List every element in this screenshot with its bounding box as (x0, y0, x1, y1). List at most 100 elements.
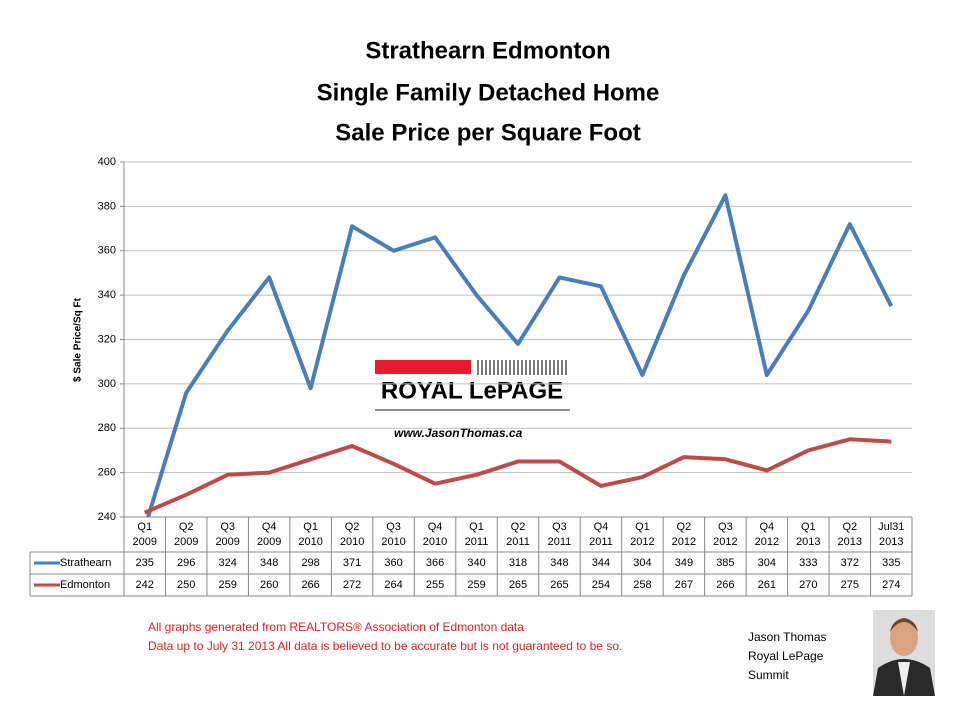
y-tick-label: 340 (98, 289, 116, 301)
data-label: 304 (758, 557, 776, 569)
y-tick-label: 280 (98, 422, 116, 434)
x-tick-label: Q3 (552, 521, 567, 533)
data-label: 333 (799, 557, 817, 569)
data-label: 349 (675, 557, 693, 569)
footnote: All graphs generated from REALTORS® Asso… (148, 620, 524, 634)
logo-barcode (477, 360, 567, 375)
x-tick-label: 2012 (713, 536, 737, 548)
chart-title: Strathearn Edmonton (365, 37, 610, 64)
data-label: 259 (467, 579, 485, 591)
x-tick-label: Q4 (262, 521, 277, 533)
data-label: 242 (136, 579, 154, 591)
data-label: 366 (426, 557, 444, 569)
x-tick-label: Q4 (759, 521, 774, 533)
data-label: 235 (136, 557, 154, 569)
y-tick-label: 400 (98, 156, 116, 168)
x-tick-label: Q3 (386, 521, 401, 533)
data-label: 296 (177, 557, 195, 569)
y-tick-label: 380 (98, 200, 116, 212)
y-tick-label: 300 (98, 378, 116, 390)
x-tick-label: 2011 (589, 536, 613, 548)
data-label: 272 (343, 579, 361, 591)
x-tick-label: Q3 (220, 521, 235, 533)
y-tick-label: 320 (98, 333, 116, 345)
data-label: 266 (301, 579, 319, 591)
data-label: 270 (799, 579, 817, 591)
data-label: 318 (509, 557, 527, 569)
x-tick-label: Q2 (345, 521, 360, 533)
x-tick-label: 2010 (423, 536, 447, 548)
author: Royal LePage (748, 649, 824, 663)
x-tick-label: 2013 (879, 536, 903, 548)
x-tick-label: 2011 (548, 536, 572, 548)
watermark: ROYAL LePAGE www.JasonThomas.ca (375, 360, 570, 440)
footnote: Data up to July 31 2013 All data is beli… (148, 639, 622, 653)
x-tick-label: 2012 (672, 536, 696, 548)
x-tick-label: Q1 (469, 521, 484, 533)
data-label: 260 (260, 579, 278, 591)
x-tick-label: 2010 (381, 536, 405, 548)
portrait (873, 610, 935, 696)
x-tick-label: Q2 (179, 521, 194, 533)
data-label: 259 (219, 579, 237, 591)
data-label: 304 (633, 557, 651, 569)
x-tick-label: 2011 (465, 536, 489, 548)
y-axis-label: $ Sale Price/Sq Ft (73, 297, 84, 382)
x-tick-label: 2009 (257, 536, 281, 548)
data-label: 360 (384, 557, 402, 569)
data-label: 250 (177, 579, 195, 591)
x-tick-label: Q2 (511, 521, 526, 533)
x-tick-label: 2013 (796, 536, 820, 548)
x-tick-label: Q2 (842, 521, 857, 533)
chart-title: Sale Price per Square Foot (335, 119, 640, 146)
data-label: 267 (675, 579, 693, 591)
line (143, 437, 892, 515)
data-label: 264 (384, 579, 402, 591)
data-label: 372 (841, 557, 859, 569)
x-tick-label: 2012 (630, 536, 654, 548)
data-label: 274 (882, 579, 900, 591)
x-tick-label: 2009 (132, 536, 156, 548)
y-tick-label: 260 (98, 467, 116, 479)
logo-url: www.JasonThomas.ca (394, 426, 523, 440)
data-label: 340 (467, 557, 485, 569)
x-tick-label: 2010 (298, 536, 322, 548)
x-tick-label: 2013 (838, 536, 862, 548)
x-tick-label: Q1 (801, 521, 816, 533)
author: Summit (748, 668, 789, 682)
x-tick-label: Q1 (137, 521, 152, 533)
data-label: 275 (841, 579, 859, 591)
legend-label: Edmonton (60, 579, 110, 591)
x-tick-label: 2009 (174, 536, 198, 548)
chart-title: Single Family Detached Home (317, 79, 660, 106)
data-label: 371 (343, 557, 361, 569)
legend-label: Strathearn (60, 557, 111, 569)
x-tick-label: Q1 (303, 521, 318, 533)
x-tick-label: Q2 (677, 521, 692, 533)
x-tick-label: Q1 (635, 521, 650, 533)
data-label: 344 (592, 557, 610, 569)
x-tick-label: Q3 (718, 521, 733, 533)
line (146, 193, 894, 517)
data-label: 258 (633, 579, 651, 591)
data-label: 348 (550, 557, 568, 569)
logo-brand: ROYAL LePAGE (381, 377, 563, 404)
x-tick-label: 2010 (340, 536, 364, 548)
y-tick-label: 360 (98, 245, 116, 257)
data-label: 385 (716, 557, 734, 569)
data-label: 348 (260, 557, 278, 569)
data-label: 254 (592, 579, 610, 591)
data-label: 265 (550, 579, 568, 591)
x-tick-label: 2011 (506, 536, 530, 548)
author: Jason Thomas (748, 630, 827, 644)
y-tick-label: 240 (98, 511, 116, 523)
x-tick-label: 2012 (755, 536, 779, 548)
data-label: 266 (716, 579, 734, 591)
data-label: 261 (758, 579, 776, 591)
data-label: 265 (509, 579, 527, 591)
data-label: 335 (882, 557, 900, 569)
x-tick-label: 2009 (215, 536, 239, 548)
data-label: 255 (426, 579, 444, 591)
logo-bar (375, 360, 471, 374)
